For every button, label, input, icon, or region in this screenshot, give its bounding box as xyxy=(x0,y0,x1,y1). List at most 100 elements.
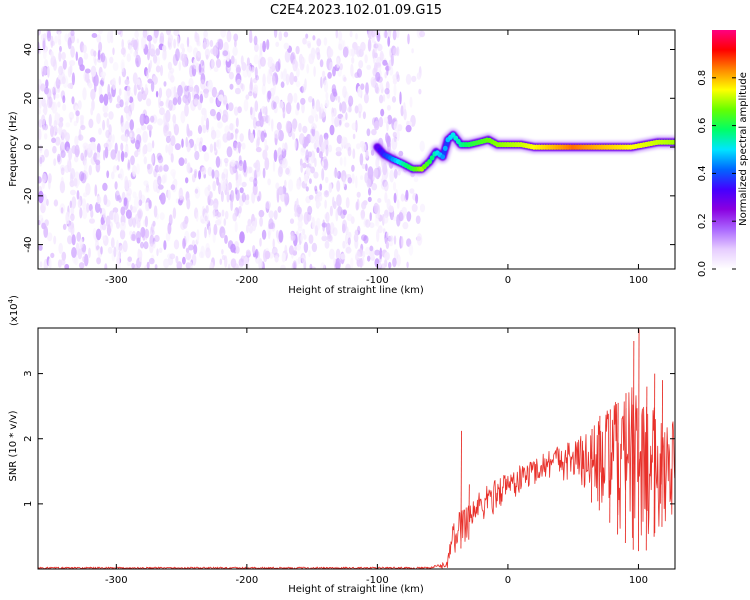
noise-speckle xyxy=(117,150,121,163)
noise-speckle xyxy=(382,94,386,102)
noise-speckle xyxy=(354,229,358,237)
noise-speckle xyxy=(80,152,84,161)
spectrogram-x-tick-label: 0 xyxy=(505,275,511,286)
noise-speckle xyxy=(94,240,100,252)
noise-speckle xyxy=(137,208,143,220)
noise-speckle xyxy=(172,114,177,124)
noise-speckle xyxy=(234,87,241,95)
snr-panel: -300 -200 -100 0 100 1 2 3 Height of straight … xyxy=(7,295,676,595)
noise-speckle xyxy=(321,222,328,228)
noise-speckle xyxy=(64,263,70,269)
noise-speckle xyxy=(248,166,253,174)
noise-speckle xyxy=(393,192,397,204)
noise-speckle xyxy=(155,48,160,56)
noise-speckle xyxy=(55,93,60,99)
noise-speckle xyxy=(337,95,341,103)
noise-speckle xyxy=(266,90,271,103)
noise-speckle xyxy=(373,167,379,178)
noise-speckle xyxy=(338,43,343,51)
noise-speckle xyxy=(345,197,350,209)
noise-speckle xyxy=(182,256,186,265)
noise-speckle xyxy=(403,102,406,115)
noise-speckle xyxy=(277,186,284,196)
noise-speckle xyxy=(116,30,121,33)
noise-speckle xyxy=(57,74,62,80)
noise-speckle xyxy=(213,66,219,73)
noise-speckle xyxy=(342,223,346,234)
noise-speckle xyxy=(406,261,409,268)
noise-speckle xyxy=(154,234,160,243)
spectrogram-y-tick-label: 40 xyxy=(23,43,34,56)
noise-speckle xyxy=(221,249,224,255)
noise-speckle xyxy=(130,204,133,211)
noise-speckle xyxy=(335,258,341,269)
noise-speckle xyxy=(109,56,114,64)
noise-speckle xyxy=(384,30,388,39)
noise-speckle xyxy=(344,122,350,128)
noise-speckle xyxy=(46,88,52,100)
noise-speckle xyxy=(280,264,286,269)
noise-speckle xyxy=(168,99,173,111)
noise-speckle xyxy=(306,63,310,74)
noise-speckle xyxy=(226,30,232,43)
noise-speckle xyxy=(118,75,122,86)
noise-speckle xyxy=(124,179,129,191)
noise-speckle xyxy=(146,163,151,170)
noise-speckle xyxy=(314,225,319,237)
noise-speckle xyxy=(53,87,56,100)
noise-speckle xyxy=(393,235,397,245)
noise-speckle xyxy=(194,32,200,43)
noise-speckle xyxy=(297,226,303,232)
noise-speckle xyxy=(150,81,155,92)
noise-speckle xyxy=(267,230,271,240)
noise-speckle xyxy=(230,55,235,65)
noise-speckle xyxy=(246,224,249,234)
noise-speckle xyxy=(69,60,76,67)
noise-speckle xyxy=(342,240,346,249)
noise-speckle xyxy=(378,262,382,268)
noise-speckle xyxy=(311,123,317,130)
noise-speckle xyxy=(217,121,223,129)
noise-speckle xyxy=(254,66,258,79)
noise-speckle xyxy=(167,70,174,81)
noise-speckle xyxy=(137,91,143,102)
colorbar-gradient xyxy=(712,30,736,269)
noise-speckle xyxy=(162,45,167,52)
noise-speckle xyxy=(341,116,346,122)
noise-speckle xyxy=(385,241,390,250)
noise-speckle xyxy=(146,142,153,153)
noise-speckle xyxy=(224,210,229,220)
noise-speckle xyxy=(397,169,401,176)
noise-speckle xyxy=(340,101,347,114)
noise-speckle xyxy=(216,177,220,186)
noise-speckle xyxy=(331,84,337,94)
noise-speckle xyxy=(61,129,67,138)
noise-speckle xyxy=(329,205,333,217)
noise-speckle xyxy=(283,42,289,50)
noise-speckle xyxy=(276,192,280,203)
noise-speckle xyxy=(165,88,172,98)
noise-speckle xyxy=(301,254,306,264)
noise-speckle xyxy=(243,172,248,178)
noise-speckle xyxy=(249,176,255,182)
snr-y-multiplier-close: ) xyxy=(9,295,20,299)
noise-speckle xyxy=(398,212,404,222)
noise-speckle xyxy=(273,129,280,139)
noise-speckle xyxy=(343,156,347,168)
noise-speckle xyxy=(51,101,58,114)
noise-speckle xyxy=(284,179,287,188)
noise-speckle xyxy=(152,241,156,249)
noise-speckle xyxy=(259,216,263,227)
noise-speckle xyxy=(46,30,52,42)
noise-speckle xyxy=(335,150,342,157)
noise-speckle xyxy=(258,258,263,269)
noise-speckle xyxy=(132,191,137,199)
noise-speckle xyxy=(301,102,305,114)
noise-speckle xyxy=(134,150,139,158)
noise-speckle xyxy=(46,96,53,109)
noise-speckle xyxy=(334,116,339,128)
noise-speckle xyxy=(205,117,210,130)
noise-speckle xyxy=(59,141,66,154)
noise-speckle xyxy=(142,145,147,155)
noise-speckle xyxy=(77,100,82,110)
